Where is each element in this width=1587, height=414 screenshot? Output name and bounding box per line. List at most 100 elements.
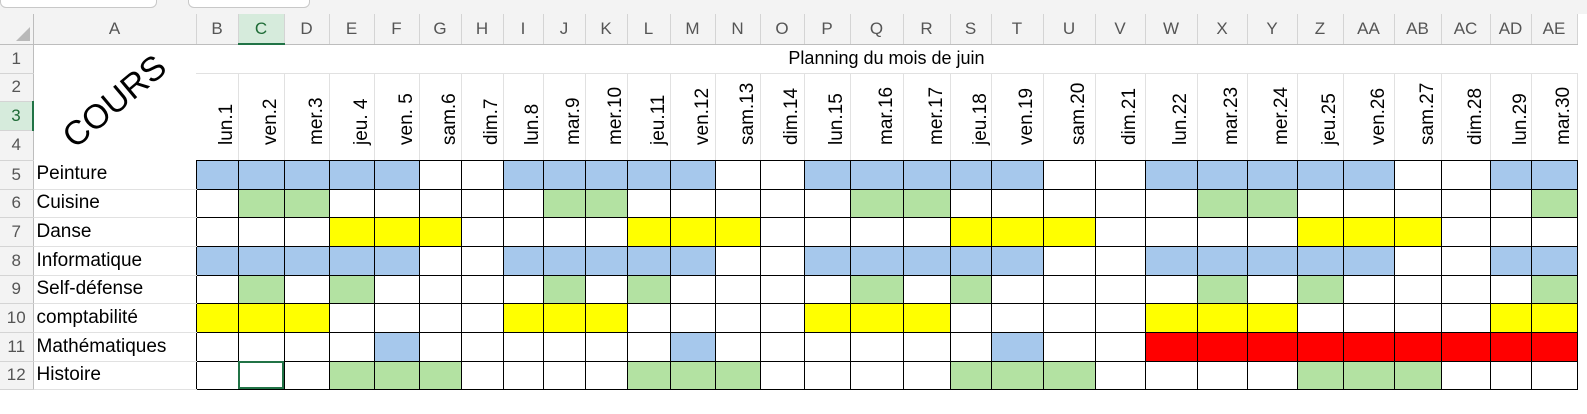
schedule-cell[interactable] xyxy=(1144,302,1198,333)
schedule-cell[interactable] xyxy=(1440,188,1491,218)
schedule-cell[interactable] xyxy=(1342,245,1395,276)
schedule-cell[interactable] xyxy=(849,216,904,247)
column-header-g[interactable]: G xyxy=(419,14,462,45)
column-header-h[interactable]: H xyxy=(461,14,504,45)
schedule-cell[interactable] xyxy=(195,360,239,390)
day-header-21[interactable]: dim.21 xyxy=(1095,73,1146,161)
column-header-x[interactable]: X xyxy=(1197,14,1248,45)
schedule-cell[interactable] xyxy=(949,245,992,276)
schedule-cell[interactable] xyxy=(626,188,671,218)
column-header-aa[interactable]: AA xyxy=(1343,14,1395,45)
column-header-q[interactable]: Q xyxy=(850,14,904,45)
schedule-cell[interactable] xyxy=(714,245,761,276)
schedule-cell[interactable] xyxy=(1246,302,1298,333)
column-header-l[interactable]: L xyxy=(627,14,671,45)
schedule-cell[interactable] xyxy=(237,302,285,333)
schedule-cell[interactable] xyxy=(1393,331,1442,362)
schedule-cell[interactable] xyxy=(626,216,671,247)
schedule-cell[interactable] xyxy=(1296,216,1344,247)
schedule-cell[interactable] xyxy=(373,302,420,333)
schedule-cell[interactable] xyxy=(1530,216,1578,247)
schedule-cell[interactable] xyxy=(373,274,420,304)
schedule-cell[interactable] xyxy=(1196,159,1248,190)
column-header-ac[interactable]: AC xyxy=(1441,14,1491,45)
schedule-cell[interactable] xyxy=(1440,216,1491,247)
schedule-cell[interactable] xyxy=(328,245,375,276)
column-header-a[interactable]: A xyxy=(33,14,197,45)
schedule-cell[interactable] xyxy=(714,274,761,304)
schedule-cell[interactable] xyxy=(990,188,1044,218)
schedule-cell[interactable] xyxy=(460,274,504,304)
schedule-cell[interactable] xyxy=(237,216,285,247)
column-header-m[interactable]: M xyxy=(670,14,716,45)
course-name[interactable]: Cuisine xyxy=(33,189,197,218)
schedule-cell[interactable] xyxy=(195,302,239,333)
column-header-w[interactable]: W xyxy=(1145,14,1198,45)
schedule-cell[interactable] xyxy=(1342,159,1395,190)
schedule-cell[interactable] xyxy=(502,274,544,304)
sheet-tab[interactable] xyxy=(188,0,310,8)
column-header-ae[interactable]: AE xyxy=(1531,14,1578,45)
schedule-cell[interactable] xyxy=(584,331,628,362)
schedule-cell[interactable] xyxy=(542,302,586,333)
schedule-cell[interactable] xyxy=(584,216,628,247)
schedule-cell[interactable] xyxy=(714,216,761,247)
schedule-cell[interactable] xyxy=(1489,302,1532,333)
schedule-cell[interactable] xyxy=(902,302,951,333)
schedule-cell[interactable] xyxy=(1144,274,1198,304)
schedule-cell[interactable] xyxy=(759,159,805,190)
schedule-cell[interactable] xyxy=(1393,159,1442,190)
schedule-cell[interactable] xyxy=(714,302,761,333)
schedule-cell[interactable] xyxy=(902,159,951,190)
schedule-cell[interactable] xyxy=(1094,159,1146,190)
schedule-cell[interactable] xyxy=(626,274,671,304)
schedule-cell[interactable] xyxy=(714,360,761,390)
planning-title[interactable]: Planning du mois de juin xyxy=(196,44,1577,74)
schedule-cell[interactable] xyxy=(990,331,1044,362)
schedule-cell[interactable] xyxy=(803,302,851,333)
schedule-cell[interactable] xyxy=(949,188,992,218)
schedule-cell[interactable] xyxy=(328,188,375,218)
row-header-4[interactable]: 4 xyxy=(0,130,34,161)
schedule-cell[interactable] xyxy=(1094,331,1146,362)
schedule-cell[interactable] xyxy=(1530,245,1578,276)
schedule-cell[interactable] xyxy=(1440,302,1491,333)
schedule-cell[interactable] xyxy=(1042,302,1096,333)
schedule-cell[interactable] xyxy=(418,360,462,390)
schedule-cell[interactable] xyxy=(1489,188,1532,218)
schedule-cell[interactable] xyxy=(1042,216,1096,247)
schedule-cell[interactable] xyxy=(1530,159,1578,190)
schedule-cell[interactable] xyxy=(237,274,285,304)
schedule-cell[interactable] xyxy=(1144,188,1198,218)
schedule-cell[interactable] xyxy=(542,159,586,190)
column-header-i[interactable]: I xyxy=(503,14,544,45)
schedule-cell[interactable] xyxy=(1440,245,1491,276)
schedule-cell[interactable] xyxy=(584,302,628,333)
schedule-cell[interactable] xyxy=(849,159,904,190)
row-header-12[interactable]: 12 xyxy=(0,361,34,390)
schedule-cell[interactable] xyxy=(1144,159,1198,190)
day-header-9[interactable]: mar.9 xyxy=(543,73,586,161)
schedule-cell[interactable] xyxy=(502,360,544,390)
schedule-cell[interactable] xyxy=(669,302,716,333)
schedule-cell[interactable] xyxy=(1530,188,1578,218)
schedule-cell[interactable] xyxy=(1530,331,1578,362)
schedule-cell[interactable] xyxy=(1440,274,1491,304)
schedule-cell[interactable] xyxy=(1094,216,1146,247)
column-header-s[interactable]: S xyxy=(950,14,992,45)
schedule-cell[interactable] xyxy=(669,360,716,390)
schedule-cell[interactable] xyxy=(1246,360,1298,390)
schedule-cell[interactable] xyxy=(759,216,805,247)
day-header-29[interactable]: lun.29 xyxy=(1490,73,1532,161)
schedule-cell[interactable] xyxy=(714,188,761,218)
schedule-cell[interactable] xyxy=(1393,302,1442,333)
schedule-cell[interactable] xyxy=(460,360,504,390)
schedule-cell[interactable] xyxy=(1144,216,1198,247)
day-header-2[interactable]: ven.2 xyxy=(238,73,285,161)
schedule-cell[interactable] xyxy=(990,360,1044,390)
schedule-cell[interactable] xyxy=(902,188,951,218)
schedule-cell[interactable] xyxy=(237,331,285,362)
course-name[interactable]: Informatique xyxy=(33,246,197,276)
day-header-28[interactable]: dim.28 xyxy=(1441,73,1491,161)
schedule-cell[interactable] xyxy=(373,360,420,390)
